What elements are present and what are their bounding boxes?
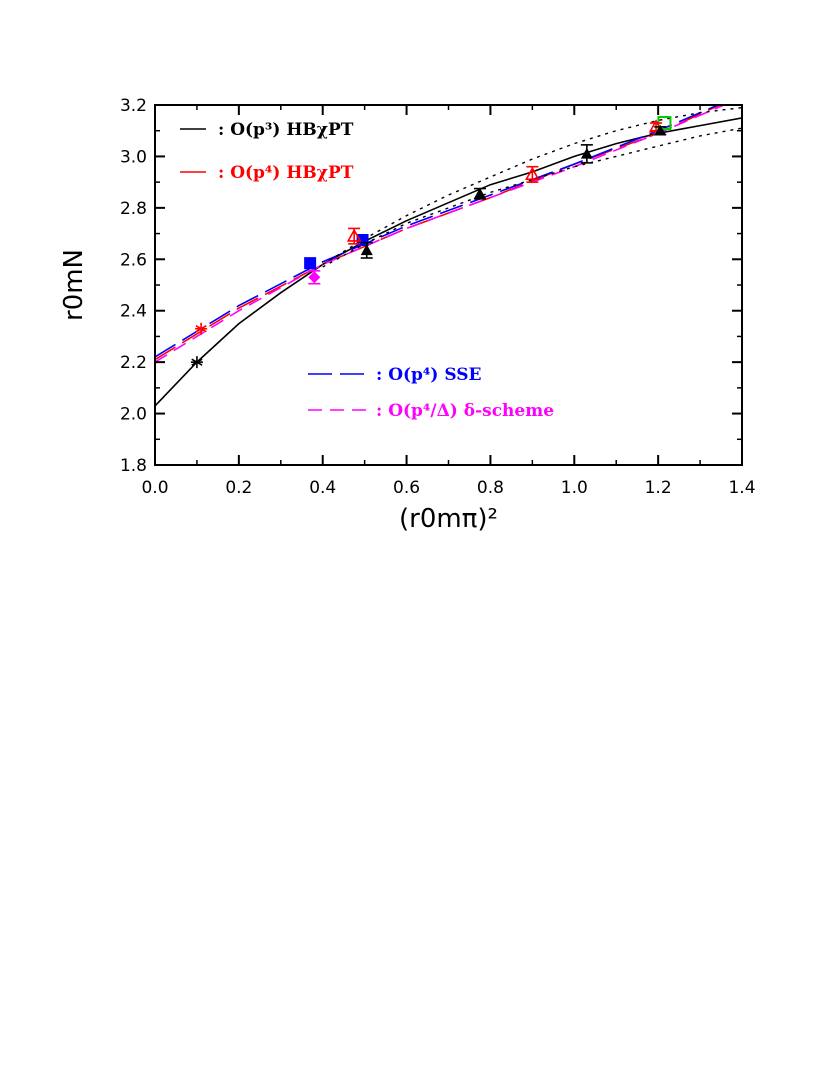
x-tick-label: 0.8	[477, 478, 504, 498]
point-9	[580, 144, 593, 164]
curve-0	[155, 117, 742, 407]
y-axis-ticks: 1.8 2.0 2.2 2.4 2.6 2.8 3.0 3.2	[120, 96, 742, 476]
x-tick-label: 0.6	[393, 478, 420, 498]
point-2	[304, 257, 317, 270]
x-tick-label: 0.0	[141, 478, 168, 498]
point-6	[360, 241, 373, 259]
error-band-upper	[322, 106, 742, 265]
y-tick-label: 2.0	[120, 405, 147, 425]
y-tick-label: 3.0	[120, 147, 147, 167]
y-tick-label: 2.8	[120, 199, 147, 219]
x-tick-label: 0.4	[309, 478, 336, 498]
y-tick-label: 2.4	[120, 302, 147, 322]
point-7	[473, 187, 486, 200]
point-0	[190, 356, 203, 369]
legend-label-1: : O(p⁴) HBχPT	[218, 163, 354, 183]
x-axis-label: (r0mπ)²	[399, 504, 498, 534]
curve-3	[155, 105, 727, 363]
x-tick-label: 0.2	[225, 478, 252, 498]
legend-label-2: : O(p⁴) SSE	[376, 365, 482, 385]
point-8	[524, 165, 540, 183]
error-band-lower	[322, 127, 742, 268]
x-tick-label: 1.4	[728, 478, 755, 498]
point-5	[346, 227, 362, 245]
legend-label-0: : O(p³) HBχPT	[218, 120, 354, 140]
y-tick-label: 2.6	[120, 250, 147, 270]
error-band	[322, 106, 742, 268]
y-tick-label: 3.2	[120, 96, 147, 116]
x-tick-label: 1.0	[561, 478, 588, 498]
y-tick-label: 2.2	[120, 353, 147, 373]
curve-2	[155, 105, 721, 358]
y-tick-label: 1.8	[120, 456, 147, 476]
data-points	[190, 116, 672, 369]
legend-label-3: : O(p⁴/Δ) δ-scheme	[376, 401, 554, 421]
fit-curves	[155, 105, 742, 407]
y-axis-label: r0mN	[59, 249, 89, 321]
point-1	[195, 322, 208, 335]
point-12	[654, 124, 667, 136]
point-4	[308, 270, 321, 285]
legend: : O(p³) HBχPT : O(p⁴) HBχPT : O(p⁴) SSE : O…	[180, 120, 554, 421]
x-axis-ticks: 0.0 0.2 0.4 0.6 0.8 1.0 1.2 1.4	[141, 105, 756, 498]
x-tick-label: 1.2	[645, 478, 672, 498]
